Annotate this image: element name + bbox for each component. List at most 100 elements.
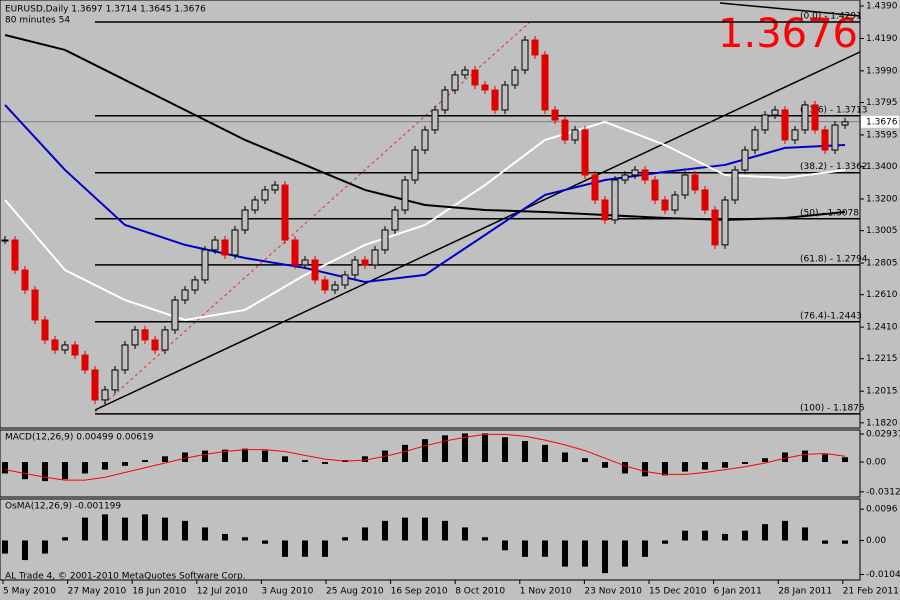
fibo-label: (38.2) - 1.3362 <box>800 162 868 172</box>
osma-bar <box>202 527 208 541</box>
osma-bar <box>642 540 648 557</box>
fibo-label: (0.0) - 1.4291 <box>800 12 862 22</box>
macd-bar <box>142 460 148 463</box>
candle <box>241 209 249 231</box>
candle <box>291 239 299 266</box>
y-tick-label: 0.02937 <box>866 430 900 440</box>
osma-bar <box>362 527 368 541</box>
candle <box>651 179 659 201</box>
osma-bar <box>462 527 468 541</box>
last-price-marker <box>861 115 899 128</box>
macd-bar <box>262 450 268 463</box>
x-tick-label: 8 Oct 2010 <box>455 587 505 597</box>
x-tick-label: 25 Aug 2010 <box>326 587 384 597</box>
x-tick-label: 28 Jan 2011 <box>778 587 832 597</box>
macd-bar <box>82 462 88 474</box>
osma-bar <box>62 537 68 541</box>
macd-bar <box>582 458 588 463</box>
candle <box>321 279 329 291</box>
candle <box>341 274 349 286</box>
osma-bar <box>2 540 8 554</box>
macd-bar <box>282 456 288 463</box>
x-tick-label: 3 Aug 2010 <box>261 587 313 597</box>
candle <box>551 109 559 121</box>
candle <box>141 329 149 341</box>
y-tick-label: 0.0096 <box>866 505 898 515</box>
macd-bar <box>842 457 848 463</box>
macd-bar <box>482 433 488 463</box>
macd-bar <box>662 462 668 476</box>
candle <box>511 69 519 86</box>
y-tick-label: 1.3990 <box>866 66 898 76</box>
x-tick-label: 21 Feb 2011 <box>843 587 899 597</box>
last-price-big: 1.3676 <box>718 11 858 57</box>
macd-bar <box>682 462 688 472</box>
candle <box>691 174 699 191</box>
osma-bar <box>822 540 828 544</box>
trendline <box>719 2 861 17</box>
fibo-label: (76.4)-1.2443 <box>800 311 862 321</box>
candle <box>811 104 819 131</box>
macd-bar <box>562 452 568 463</box>
candle <box>831 124 839 151</box>
candle <box>61 344 69 351</box>
candle <box>441 89 449 111</box>
osma-bar <box>842 540 848 544</box>
candle <box>711 209 719 246</box>
y-tick-label: -0.03128 <box>866 487 900 497</box>
osma-bar <box>502 540 508 551</box>
candle <box>111 369 119 391</box>
osma-bar <box>342 537 348 541</box>
candle <box>201 249 209 281</box>
osma-bar <box>322 540 328 557</box>
osma-bar <box>382 520 388 541</box>
main-panel <box>0 0 861 429</box>
candle <box>11 239 19 271</box>
candle <box>371 249 379 266</box>
osma-bar <box>662 540 668 544</box>
candle <box>281 184 289 241</box>
macd-bar <box>402 444 408 463</box>
osma-bar <box>262 540 268 544</box>
candle <box>71 344 79 356</box>
y-tick-label: 1.2215 <box>866 354 898 364</box>
osma-bar <box>122 517 128 541</box>
macd-bar <box>642 462 648 477</box>
candle <box>161 329 169 351</box>
y-tick-label: 1.4190 <box>866 34 898 44</box>
copyright: AL Trade 4, © 2001-2010 MetaQuotes Softw… <box>5 572 246 582</box>
candle <box>91 369 99 401</box>
macd-bar <box>802 450 808 463</box>
candle <box>641 169 649 181</box>
osma-bar <box>162 517 168 541</box>
symbol-line: EURUSD,Daily 1.3697 1.3714 1.3645 1.3676 <box>5 5 206 15</box>
macd-bar <box>62 462 68 480</box>
candle <box>451 74 459 91</box>
candle <box>191 279 199 291</box>
signal-line <box>4 433 846 481</box>
x-tick-label: 27 May 2010 <box>68 587 127 597</box>
candle <box>611 179 619 221</box>
candle <box>631 169 639 176</box>
candle <box>21 269 29 291</box>
x-tick-label: 1 Nov 2010 <box>520 587 572 597</box>
macd-bar <box>162 456 168 463</box>
osma-bar <box>562 540 568 567</box>
candle <box>481 84 489 91</box>
candle <box>701 189 709 211</box>
y-tick-label: 1.2015 <box>866 387 898 397</box>
candle <box>801 104 809 131</box>
y-tick-label: 1.3795 <box>866 98 898 108</box>
candle <box>81 354 89 371</box>
candle <box>431 109 439 131</box>
osma-bar <box>102 514 108 541</box>
osma-bar <box>302 540 308 557</box>
candle <box>271 184 279 191</box>
osma-bar <box>722 533 728 541</box>
macd-bar <box>622 462 628 474</box>
y-tick-label: 0.00 <box>866 536 886 546</box>
osma-panel <box>0 498 861 581</box>
candle <box>381 229 389 251</box>
osma-bar <box>782 520 788 541</box>
x-tick-label: 15 Dec 2010 <box>649 587 707 597</box>
